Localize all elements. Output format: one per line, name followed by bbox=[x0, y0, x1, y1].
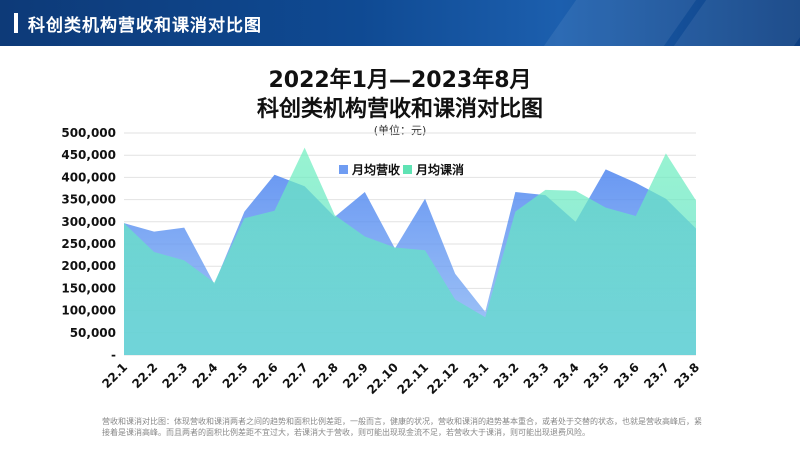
legend-swatch bbox=[339, 165, 348, 174]
area-series-consumption bbox=[124, 147, 696, 355]
header-bar: 科创类机构营收和课消对比图 bbox=[0, 0, 800, 46]
x-tick-label: 22.7 bbox=[280, 360, 311, 391]
x-tick-label: 22.6 bbox=[250, 360, 281, 391]
x-tick-label: 22.1 bbox=[99, 360, 130, 391]
x-tick-label: 23.1 bbox=[461, 360, 492, 391]
x-tick-label: 22.8 bbox=[310, 360, 341, 391]
y-tick-label: 300,000 bbox=[61, 215, 116, 229]
header-decoration bbox=[673, 0, 800, 46]
y-tick-label: 200,000 bbox=[61, 259, 116, 273]
chart-legend: 月均营收 月均课消 bbox=[339, 162, 464, 177]
x-tick-label: 22.4 bbox=[190, 360, 221, 391]
y-tick-label: 150,000 bbox=[61, 281, 116, 295]
y-tick-label: 50,000 bbox=[70, 326, 116, 340]
y-tick-label: 100,000 bbox=[61, 304, 116, 318]
header-accent-mark bbox=[14, 13, 18, 33]
y-tick-label: 350,000 bbox=[61, 193, 116, 207]
y-tick-label: 450,000 bbox=[61, 148, 116, 162]
chart-title: 2022年1月—2023年8月 bbox=[268, 67, 531, 93]
area-chart: 2022年1月—2023年8月 科创类机构营收和课消对比图 (单位：元) - 50… bbox=[61, 67, 702, 397]
x-tick-label: 23.8 bbox=[671, 360, 702, 391]
y-tick-label: 400,000 bbox=[61, 170, 116, 184]
chart-unit-label: (单位：元) bbox=[374, 123, 427, 137]
x-tick-label: 22.3 bbox=[159, 360, 190, 391]
x-tick-label: 22.2 bbox=[129, 360, 160, 391]
y-tick-label: - bbox=[111, 348, 116, 362]
x-tick-label: 23.4 bbox=[551, 360, 582, 391]
x-tick-label: 23.2 bbox=[491, 360, 522, 391]
legend-swatch bbox=[403, 165, 412, 174]
chart-footnote: 营收和课消对比图：体现营收和课消两者之间的趋势和面积比例差距，一般而言，健康的状… bbox=[102, 417, 702, 437]
x-tick-label: 22.12 bbox=[425, 360, 462, 397]
y-tick-label: 500,000 bbox=[61, 126, 116, 140]
x-tick-label: 23.6 bbox=[611, 360, 642, 391]
x-tick-label: 22.10 bbox=[364, 360, 401, 397]
legend-label: 月均营收 bbox=[351, 162, 400, 177]
y-tick-label: 250,000 bbox=[61, 237, 116, 251]
x-tick-label: 23.3 bbox=[521, 360, 552, 391]
x-tick-label: 23.5 bbox=[581, 360, 612, 391]
x-tick-label: 22.11 bbox=[394, 360, 431, 397]
page-title: 科创类机构营收和课消对比图 bbox=[28, 16, 262, 36]
header-decoration bbox=[543, 0, 697, 46]
x-tick-label: 23.7 bbox=[641, 360, 672, 391]
chart-subtitle: 科创类机构营收和课消对比图 bbox=[257, 96, 543, 122]
x-tick-label: 22.5 bbox=[220, 360, 251, 391]
legend-label: 月均课消 bbox=[415, 162, 464, 177]
